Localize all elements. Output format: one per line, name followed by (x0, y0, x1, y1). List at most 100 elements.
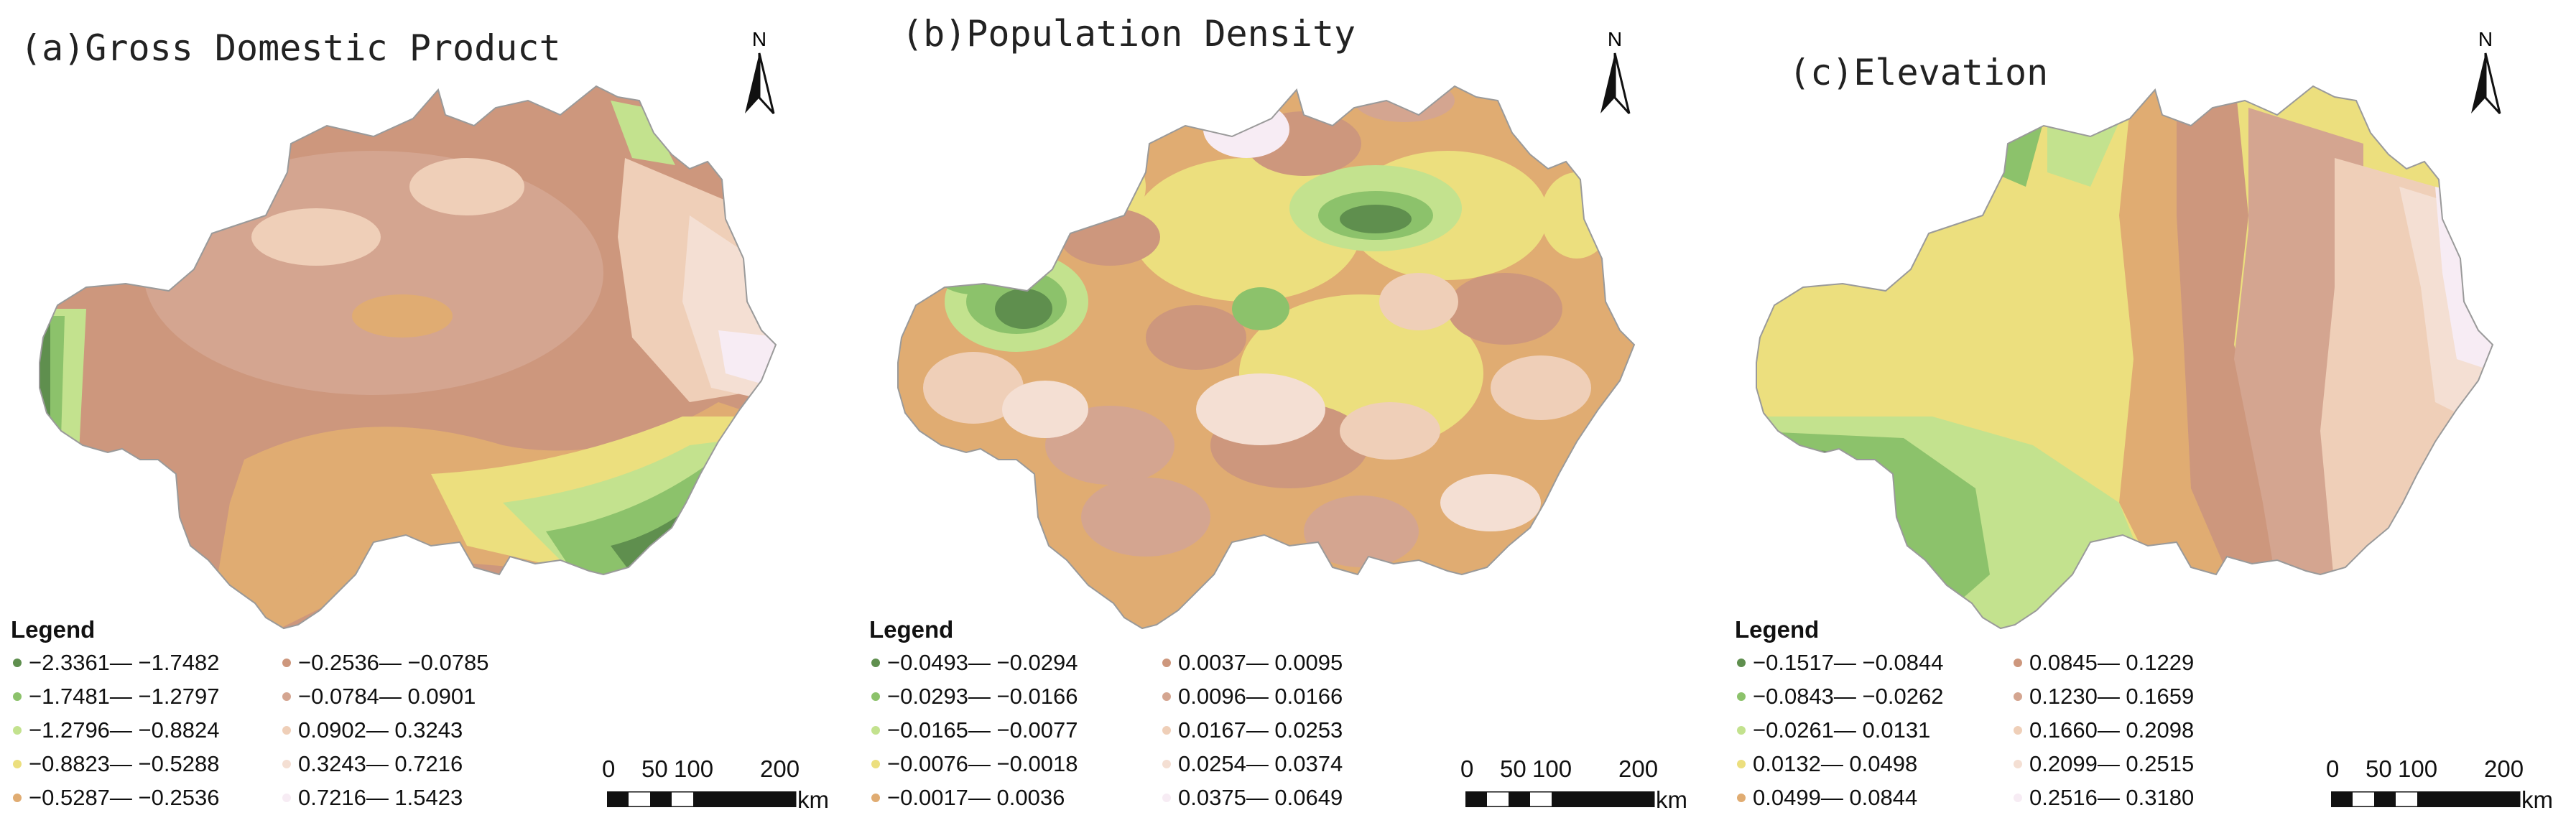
legend-swatch (871, 760, 880, 768)
legend-swatch (2014, 659, 2022, 667)
legend-item: −0.2536— −0.0785 (282, 650, 488, 676)
legend-label: −0.2536— −0.0785 (298, 650, 489, 675)
legend-label: −1.7481— −1.2797 (29, 684, 220, 709)
legend-item: 0.0902— 0.3243 (282, 717, 463, 743)
legend-item: −0.1517— −0.0844 (1737, 650, 1943, 676)
panel-elevation: (c)Elevation N Legend −0.1517— −0.0844 −0… (1717, 0, 2575, 828)
legend-label: −0.0843— −0.0262 (1753, 684, 1944, 709)
svg-text:N: N (752, 28, 766, 50)
legend-item: 0.0167— 0.0253 (1162, 717, 1343, 743)
legend-item: −0.8823— −0.5288 (13, 751, 219, 777)
legend-swatch (282, 726, 291, 735)
svg-text:N: N (2478, 28, 2493, 50)
legend-swatch (871, 794, 880, 802)
legend-label: −0.0076— −0.0018 (887, 751, 1078, 776)
legend-swatch (871, 692, 880, 701)
legend-label: 0.0902— 0.3243 (298, 717, 463, 743)
legend-swatch (13, 659, 22, 667)
legend-item: 0.1660— 0.2098 (2014, 717, 2194, 743)
legend-item: −1.7481— −1.2797 (13, 684, 219, 710)
legend-item: 0.0499— 0.0844 (1737, 785, 1917, 811)
legend-title: Legend (1735, 616, 1820, 643)
legend-label: 0.0167— 0.0253 (1178, 717, 1343, 743)
scale-bar (1465, 791, 1655, 807)
legend-item: −0.0165— −0.0077 (871, 717, 1078, 743)
legend-title: Legend (869, 616, 954, 643)
legend-swatch (1162, 794, 1171, 802)
legend-item: −0.5287— −0.2536 (13, 785, 219, 811)
legend-item: 0.1230— 0.1659 (2014, 684, 2194, 710)
legend-swatch (282, 692, 291, 701)
legend-label: −0.1517— −0.0844 (1753, 650, 1944, 675)
legend-label: 0.0096— 0.0166 (1178, 684, 1343, 709)
scale-bar (607, 791, 797, 807)
svg-text:N: N (1608, 28, 1622, 50)
north-arrow-icon: N (745, 28, 775, 115)
legend-title: Legend (11, 616, 96, 643)
gdp-map (39, 85, 777, 629)
legend-item: 0.7216— 1.5423 (282, 785, 463, 811)
legend-label: −0.0261— 0.0131 (1753, 717, 1931, 743)
legend-label: 0.0037— 0.0095 (1178, 650, 1343, 675)
legend-item: 0.3243— 0.7216 (282, 751, 463, 777)
legend-item: 0.2516— 0.3180 (2014, 785, 2194, 811)
panel-population-density: (b)Population Density (858, 0, 1717, 828)
legend-swatch (1162, 726, 1171, 735)
legend-label: 0.3243— 0.7216 (298, 751, 463, 776)
legend-swatch (282, 794, 291, 802)
legend-swatch (13, 760, 22, 768)
legend-label: −0.0493— −0.0294 (887, 650, 1078, 675)
legend-label: 0.0499— 0.0844 (1753, 785, 1918, 810)
legend-swatch (13, 726, 22, 735)
legend-item: 0.0375— 0.0649 (1162, 785, 1343, 811)
legend-label: 0.7216— 1.5423 (298, 785, 463, 810)
legend-item: −0.0843— −0.0262 (1737, 684, 1943, 710)
legend-swatch (1737, 760, 1746, 768)
legend-swatch (282, 659, 291, 667)
panel-title: (b)Population Density (902, 13, 1356, 55)
legend-swatch (13, 692, 22, 701)
legend-label: −0.0784— 0.0901 (298, 684, 476, 709)
north-arrow-icon: N (2471, 28, 2501, 115)
elevation-map (1756, 85, 2493, 629)
legend-label: −0.0293— −0.0166 (887, 684, 1078, 709)
legend-swatch (1737, 692, 1746, 701)
panel-title: (a)Gross Domestic Product (20, 27, 561, 69)
legend-swatch (2014, 692, 2022, 701)
legend-label: 0.0375— 0.0649 (1178, 785, 1343, 810)
legend-label: 0.0132— 0.0498 (1753, 751, 1918, 776)
legend-label: 0.0254— 0.0374 (1178, 751, 1343, 776)
legend-item: 0.0037— 0.0095 (1162, 650, 1343, 676)
legend-item: −0.0493— −0.0294 (871, 650, 1078, 676)
legend-swatch (1737, 794, 1746, 802)
legend-label: −0.0017— 0.0036 (887, 785, 1065, 810)
legend-item: 0.0132— 0.0498 (1737, 751, 1917, 777)
legend-swatch (871, 659, 880, 667)
legend-swatch (282, 760, 291, 768)
legend-swatch (2014, 794, 2022, 802)
legend-swatch (1162, 659, 1171, 667)
legend-label: 0.1230— 0.1659 (2029, 684, 2195, 709)
legend-label: −2.3361— −1.7482 (29, 650, 220, 675)
legend-label: 0.2099— 0.2515 (2029, 751, 2195, 776)
legend-item: −0.0017— 0.0036 (871, 785, 1065, 811)
legend-swatch (2014, 726, 2022, 735)
north-arrow-icon: N (1600, 28, 1631, 115)
legend-item: −2.3361— −1.7482 (13, 650, 219, 676)
legend-swatch (1162, 692, 1171, 701)
population-density-map (897, 85, 1635, 629)
legend-label: −0.5287— −0.2536 (29, 785, 220, 810)
legend-swatch (1737, 726, 1746, 735)
legend-swatch (13, 794, 22, 802)
legend-label: 0.0845— 0.1229 (2029, 650, 2195, 675)
legend-swatch (2014, 760, 2022, 768)
legend-swatch (1162, 760, 1171, 768)
legend-item: −0.0261— 0.0131 (1737, 717, 1930, 743)
panel-gdp: (a)Gross Domestic Product N (0, 0, 858, 828)
legend-item: 0.0254— 0.0374 (1162, 751, 1343, 777)
legend-label: 0.2516— 0.3180 (2029, 785, 2195, 810)
legend-item: −0.0293— −0.0166 (871, 684, 1078, 710)
legend-item: −0.0784— 0.0901 (282, 684, 476, 710)
scale-bar (2331, 791, 2521, 807)
legend-label: −1.2796— −0.8824 (29, 717, 220, 743)
